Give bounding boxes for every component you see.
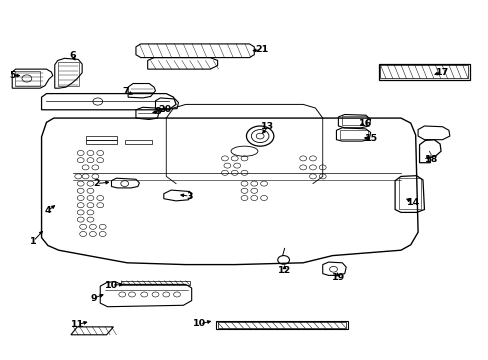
Text: 21: 21 [254, 45, 268, 54]
Text: 17: 17 [435, 68, 448, 77]
Text: 11: 11 [70, 320, 84, 329]
Text: 18: 18 [424, 155, 437, 163]
Text: 16: 16 [358, 119, 372, 128]
Text: 12: 12 [277, 266, 291, 275]
Text: 6: 6 [69, 51, 76, 60]
Text: 15: 15 [365, 134, 377, 143]
Text: 8: 8 [154, 107, 161, 116]
Text: 10: 10 [193, 320, 205, 328]
Text: 4: 4 [44, 206, 51, 215]
Text: 1: 1 [30, 237, 37, 246]
Text: 13: 13 [261, 122, 274, 131]
Text: 5: 5 [9, 71, 16, 80]
Text: 19: 19 [331, 274, 345, 282]
Text: 20: 20 [159, 105, 171, 114]
Text: 9: 9 [90, 294, 97, 302]
Text: 2: 2 [93, 179, 100, 188]
Text: 10: 10 [105, 281, 118, 289]
Text: 7: 7 [122, 87, 129, 96]
Text: 3: 3 [186, 192, 193, 201]
Text: 14: 14 [406, 198, 419, 207]
